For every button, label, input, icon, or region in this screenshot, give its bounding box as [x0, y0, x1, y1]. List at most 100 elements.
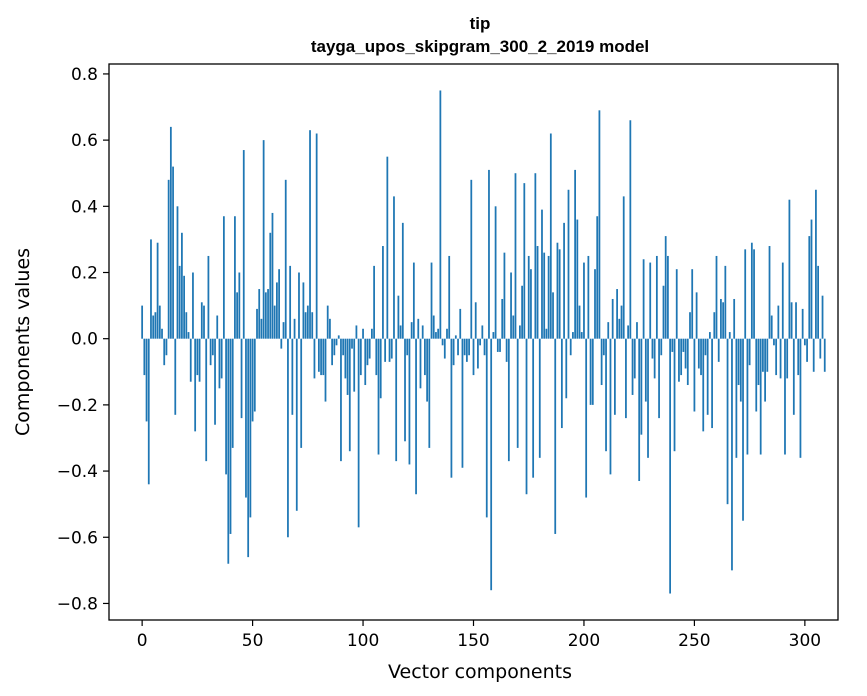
bar — [183, 275, 185, 339]
x-tick-label: 300 — [789, 631, 821, 651]
bar — [706, 338, 709, 415]
bar — [611, 298, 614, 339]
y-tick-label: −0.6 — [57, 528, 98, 548]
y-tick-label: 0.0 — [71, 330, 98, 350]
bar — [412, 262, 415, 339]
bar — [658, 338, 660, 419]
bar — [430, 262, 433, 339]
bar — [481, 325, 484, 339]
x-tick-label: 100 — [347, 631, 379, 651]
bar — [616, 289, 618, 339]
bar — [530, 269, 532, 339]
bar — [759, 338, 762, 455]
bar — [351, 338, 353, 349]
bar — [189, 338, 192, 382]
bar — [507, 338, 510, 462]
bar — [388, 338, 391, 362]
bar — [620, 305, 623, 339]
y-tick-label: −0.8 — [57, 594, 98, 614]
bar — [821, 295, 824, 339]
bar — [735, 338, 738, 458]
bar — [362, 328, 364, 339]
bar — [379, 338, 382, 399]
bar — [176, 206, 179, 339]
bar — [543, 252, 546, 339]
bar — [538, 338, 541, 458]
bar — [686, 338, 689, 386]
bar — [618, 318, 621, 339]
bar — [817, 265, 819, 339]
bar — [247, 338, 250, 558]
bar — [580, 332, 583, 339]
x-tick-label: 250 — [678, 631, 710, 651]
bar — [587, 255, 590, 339]
bar — [700, 338, 702, 376]
bar — [633, 338, 636, 379]
bar — [731, 338, 733, 571]
bar — [245, 338, 247, 498]
bar — [737, 338, 740, 386]
bar — [609, 338, 612, 475]
bar — [627, 325, 630, 339]
bar — [512, 315, 515, 339]
bar — [227, 338, 230, 564]
bar — [574, 169, 576, 339]
bar — [527, 255, 530, 339]
bar — [185, 312, 188, 339]
bar — [251, 338, 254, 422]
bar — [549, 133, 552, 339]
bar — [614, 338, 616, 415]
bar — [594, 269, 596, 339]
y-tick-label: 0.4 — [71, 197, 98, 217]
bar — [563, 222, 565, 339]
bar — [291, 338, 294, 415]
bar — [689, 312, 691, 339]
bar — [810, 219, 813, 339]
bar — [541, 209, 543, 339]
bar — [479, 338, 482, 346]
bar — [660, 338, 663, 356]
bar — [196, 338, 199, 376]
bar — [501, 298, 504, 339]
bar — [764, 338, 766, 402]
bar — [525, 338, 528, 495]
bar — [558, 249, 561, 339]
bar — [435, 332, 437, 339]
bar — [536, 246, 539, 339]
bar — [790, 302, 793, 339]
bar — [357, 338, 360, 528]
bar — [366, 338, 369, 366]
bar — [220, 338, 223, 379]
y-tick-label: −0.2 — [57, 396, 98, 416]
plot-frame — [108, 63, 839, 621]
bar — [490, 338, 493, 591]
bar — [605, 338, 607, 452]
bar — [214, 338, 216, 425]
bar — [273, 305, 276, 339]
bar — [326, 305, 329, 339]
bar — [364, 338, 367, 386]
bar — [317, 338, 320, 372]
bar — [684, 338, 687, 369]
bar — [585, 338, 588, 498]
bar — [373, 265, 375, 339]
bar — [209, 338, 212, 366]
bar — [722, 302, 725, 339]
bar — [249, 338, 252, 518]
bar — [505, 338, 508, 362]
bar — [424, 338, 426, 376]
bar — [713, 312, 716, 339]
bar — [784, 338, 786, 455]
bar — [682, 338, 685, 352]
bar — [329, 318, 331, 339]
bar — [437, 328, 440, 339]
bar — [470, 179, 473, 339]
bar — [768, 246, 771, 339]
bar — [355, 325, 358, 339]
bar — [269, 232, 272, 339]
bar — [640, 338, 643, 435]
bar — [348, 338, 351, 452]
bar — [337, 335, 340, 339]
bar — [560, 338, 563, 429]
bar — [289, 265, 292, 339]
